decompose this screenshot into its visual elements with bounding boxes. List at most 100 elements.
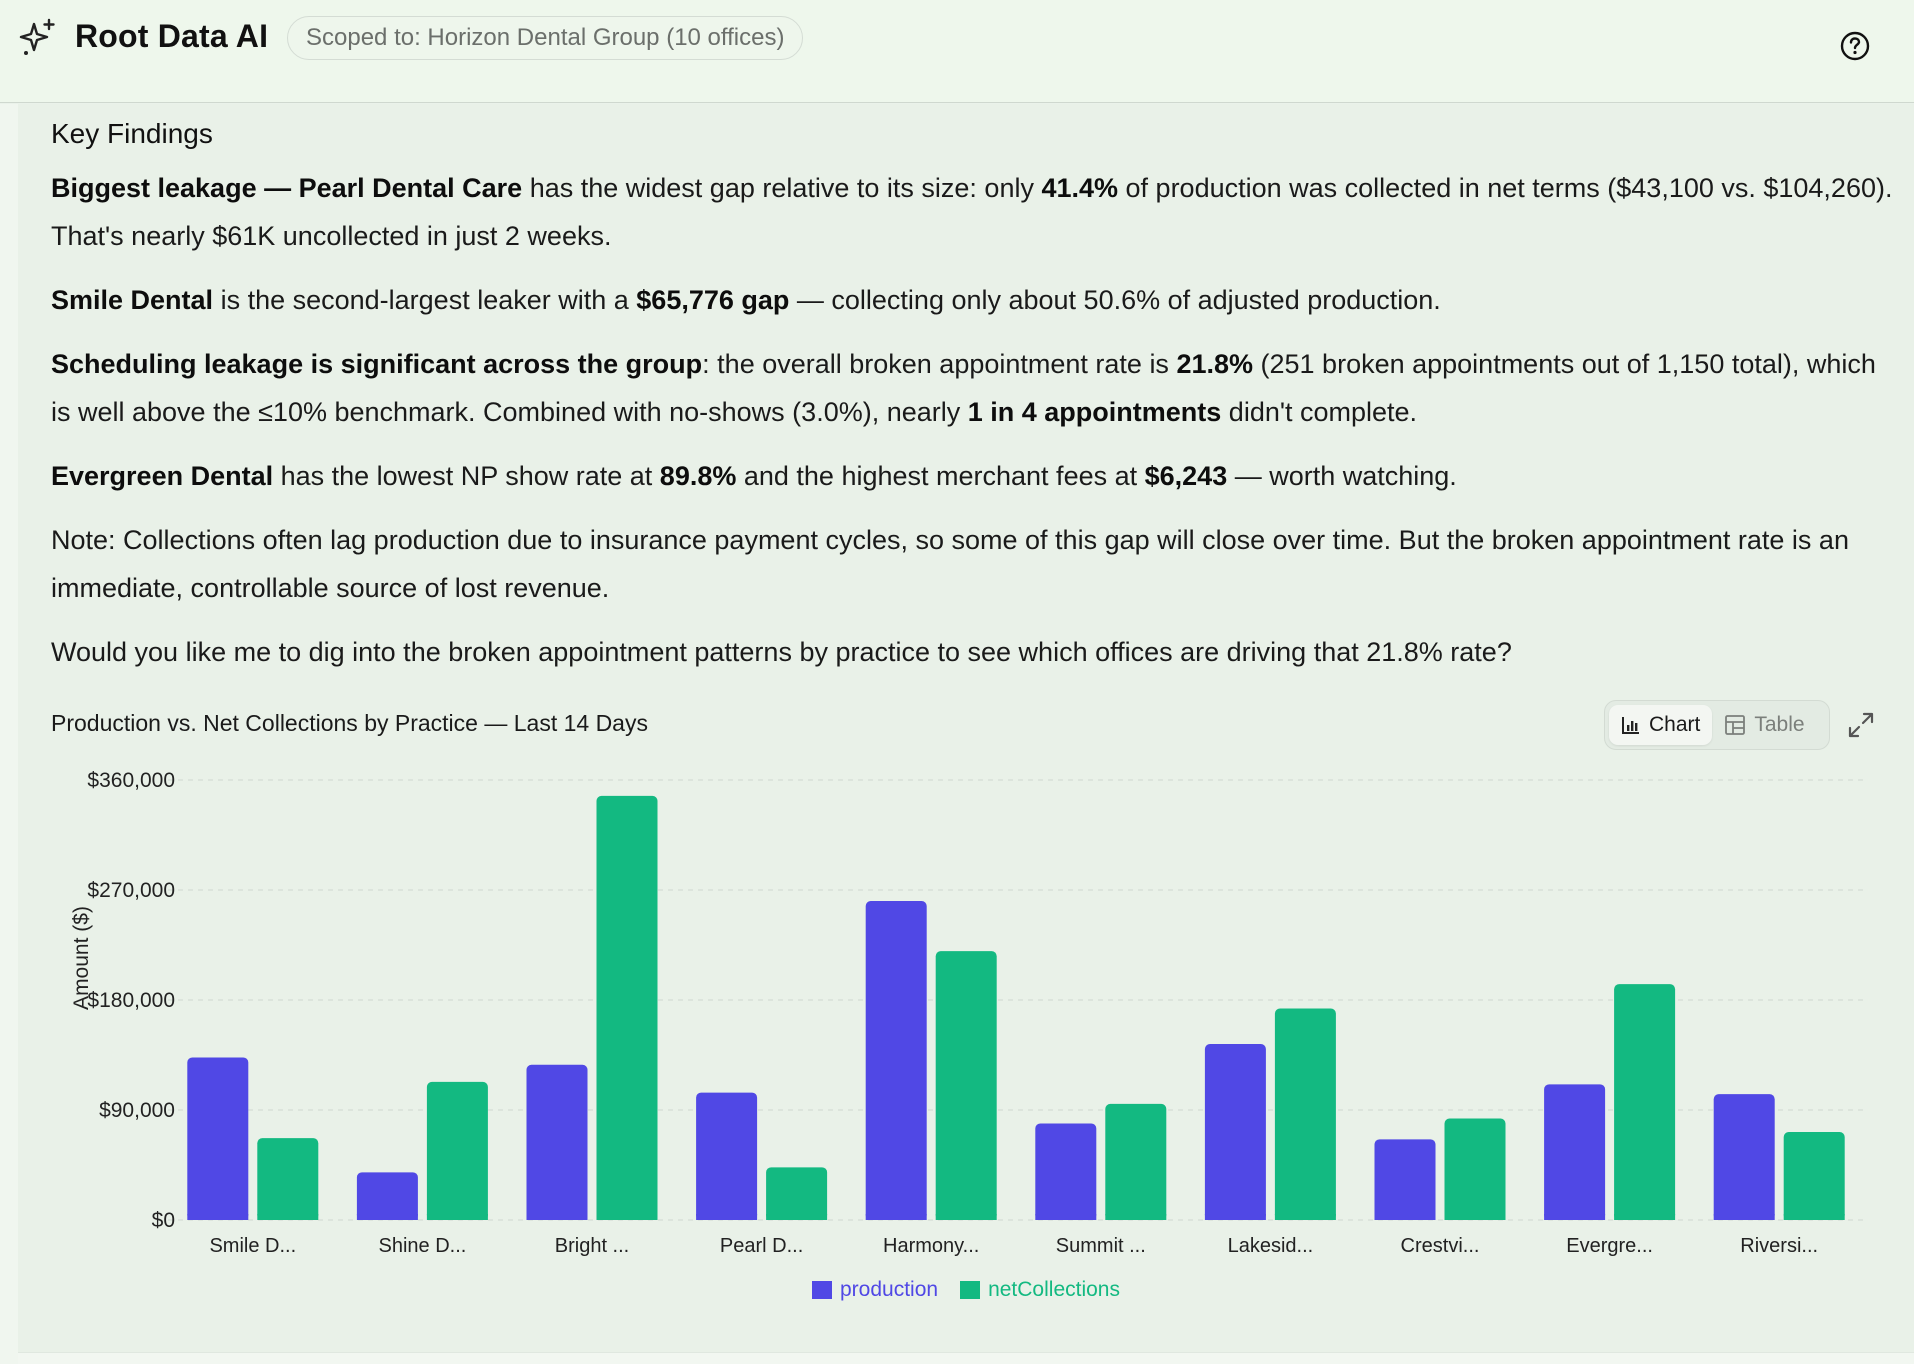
- bar-production: [1035, 1123, 1097, 1220]
- bold-text: 1 in 4 appointments: [967, 397, 1222, 427]
- bold-text: $65,776 gap: [636, 285, 790, 315]
- bar-base-production: [1374, 1214, 1436, 1220]
- legend-label: netCollections: [988, 1278, 1120, 1301]
- bar-base-netCollections: [426, 1214, 488, 1220]
- chart-view-label: Chart: [1649, 713, 1701, 736]
- body-text: — worth watching.: [1227, 461, 1457, 491]
- body-text: — collecting only about 50.6% of adjuste…: [789, 285, 1441, 315]
- body-text: and the highest merchant fees at: [736, 461, 1145, 491]
- x-tick-label: Pearl D...: [720, 1235, 803, 1257]
- bar-base-netCollections: [596, 1214, 658, 1220]
- table-icon: [1725, 715, 1746, 735]
- bar-base-production: [1035, 1214, 1097, 1220]
- y-tick-label: $90,000: [99, 1099, 175, 1122]
- bar-production: [526, 1064, 588, 1220]
- expand-icon[interactable]: [1846, 710, 1876, 740]
- x-tick-label: Summit ...: [1056, 1235, 1146, 1257]
- bar-base-netCollections: [1274, 1214, 1336, 1220]
- bar-netCollections: [426, 1081, 488, 1220]
- bold-text: Biggest leakage — Pearl Dental Care: [51, 173, 523, 203]
- table-view-button[interactable]: Table: [1712, 705, 1816, 745]
- bold-text: Smile Dental: [51, 285, 214, 315]
- bar-base-production: [865, 1214, 927, 1220]
- bar-production: [865, 901, 927, 1220]
- note-paragraph: Note: Collections often lag production d…: [51, 525, 1849, 603]
- bar-netCollections: [1274, 1008, 1336, 1220]
- x-tick-label: Harmony...: [883, 1235, 979, 1257]
- body-text: is the second-largest leaker with a: [213, 285, 637, 315]
- left-gutter: [0, 104, 18, 1364]
- bar-base-netCollections: [1444, 1214, 1506, 1220]
- bar-base-production: [1204, 1214, 1266, 1220]
- bottom-edge: [18, 1352, 1914, 1364]
- app-title: Root Data AI: [75, 18, 269, 54]
- bar-base-netCollections: [766, 1214, 828, 1220]
- bold-text: Evergreen Dental: [51, 461, 274, 491]
- x-tick-label: Crestvi...: [1401, 1235, 1480, 1257]
- bar-production: [696, 1092, 758, 1220]
- bar-base-production: [187, 1214, 249, 1220]
- sparkles-icon: [19, 18, 55, 55]
- body-text: : the overall broken appointment rate is: [702, 349, 1177, 379]
- bar-production: [187, 1057, 249, 1220]
- bar-netCollections: [596, 795, 658, 1220]
- finding-paragraph-2: Smile Dental is the second-largest leake…: [51, 276, 1901, 324]
- bold-text: $6,243: [1144, 461, 1228, 491]
- chart-view-button[interactable]: Chart: [1609, 705, 1713, 745]
- x-tick-label: Smile D...: [209, 1235, 296, 1257]
- bold-text: 41.4%: [1041, 173, 1119, 203]
- x-tick-label: Shine D...: [378, 1235, 466, 1257]
- bar-base-netCollections: [935, 1214, 997, 1220]
- y-axis-label: Amount ($): [70, 906, 93, 1010]
- bar-chart-icon: [1622, 717, 1639, 734]
- bar-base-netCollections: [1783, 1214, 1845, 1220]
- bar-netCollections: [1783, 1132, 1845, 1220]
- legend-label: production: [840, 1278, 939, 1301]
- bar-production: [1544, 1084, 1606, 1220]
- body-text: (251 broken appointments out of 1,150 to…: [51, 349, 1876, 427]
- bar-base-netCollections: [257, 1214, 319, 1220]
- chart-legend: production netCollections: [18, 1278, 1914, 1302]
- bar-netCollections: [257, 1138, 319, 1220]
- bar-netCollections: [1105, 1103, 1167, 1220]
- x-tick-label: Evergre...: [1566, 1235, 1653, 1257]
- body-text: has the lowest NP show rate at: [273, 461, 660, 491]
- bold-text: 89.8%: [659, 461, 737, 491]
- bold-text: 21.8%: [1176, 349, 1254, 379]
- bar-production: [356, 1172, 418, 1220]
- bar-netCollections: [1444, 1118, 1506, 1220]
- table-view-label: Table: [1754, 713, 1805, 736]
- finding-paragraph-4: Evergreen Dental has the lowest NP show …: [51, 452, 1901, 500]
- bold-text: Scheduling leakage is significant across…: [51, 349, 703, 379]
- scope-badge[interactable]: Scoped to: Horizon Dental Group (10 offi…: [287, 16, 804, 60]
- bar-base-netCollections: [1105, 1214, 1167, 1220]
- bar-netCollections: [766, 1167, 828, 1220]
- bar-netCollections: [1614, 984, 1676, 1220]
- y-tick-label: $270,000: [87, 879, 175, 902]
- bar-base-production: [1713, 1214, 1775, 1220]
- y-tick-label: $0: [152, 1209, 175, 1232]
- top-bar: Root Data AI Scoped to: Horizon Dental G…: [0, 0, 1914, 103]
- chart-title: Production vs. Net Collections by Practi…: [51, 710, 648, 736]
- body-text: of production was collected in net terms…: [51, 173, 1893, 251]
- bar-base-production: [356, 1214, 418, 1220]
- legend-item[interactable]: netCollections: [960, 1278, 1120, 1302]
- legend-item[interactable]: production: [812, 1278, 938, 1302]
- x-tick-label: Lakesid...: [1228, 1235, 1314, 1257]
- bar-production: [1204, 1044, 1266, 1220]
- bar-base-netCollections: [1614, 1214, 1676, 1220]
- section-heading: Key Findings: [51, 118, 213, 149]
- body-text: didn't complete.: [1221, 397, 1418, 427]
- finding-paragraph-3: Scheduling leakage is significant across…: [51, 340, 1901, 436]
- x-tick-label: Bright ...: [555, 1235, 629, 1257]
- body-text: has the widest gap relative to its size:…: [522, 173, 1042, 203]
- help-circle-icon[interactable]: [1839, 30, 1871, 62]
- bar-chart: $0 $90,000 $180,000 $270,000 $360,000 Amount …: [70, 769, 1864, 1257]
- y-tick-label: $360,000: [87, 769, 175, 792]
- view-toggle: Chart Table: [1604, 700, 1830, 750]
- bar-base-production: [1544, 1214, 1606, 1220]
- bar-base-production: [696, 1214, 758, 1220]
- bar-production: [1713, 1094, 1775, 1220]
- message-content: Key Findings Biggest leakage — Pearl Den…: [18, 104, 1914, 1356]
- legend-swatch: [812, 1281, 832, 1299]
